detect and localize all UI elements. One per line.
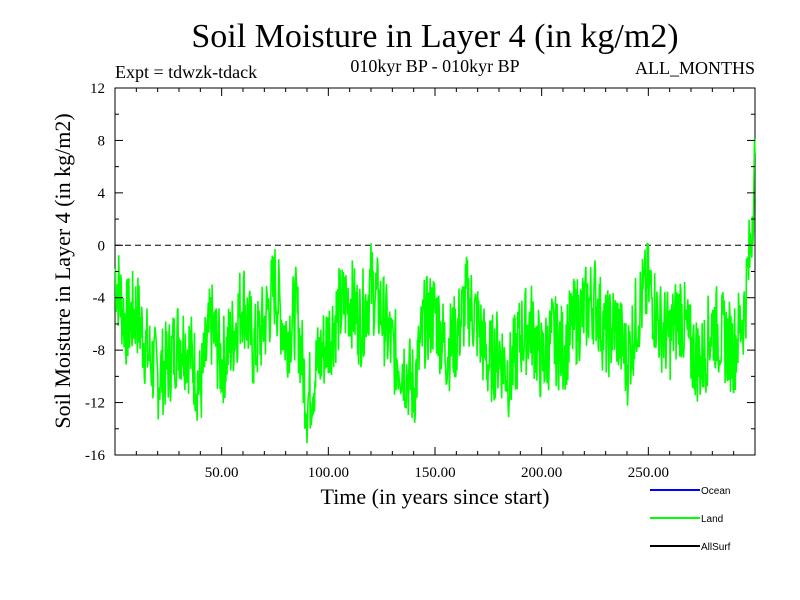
x-axis: 50.00 100.00 150.00 200.00 250.00 bbox=[135, 88, 735, 481]
x-tick-label: 150.00 bbox=[414, 465, 455, 481]
months-label: ALL_MONTHS bbox=[635, 58, 755, 78]
x-axis-label: Time (in years since start) bbox=[321, 484, 550, 509]
y-tick-label: -12 bbox=[85, 396, 105, 412]
x-tick-label: 250.00 bbox=[628, 465, 669, 481]
y-tick-label: 4 bbox=[98, 186, 106, 202]
plot-area bbox=[114, 87, 756, 456]
legend-label-allsurf: AllSurf bbox=[701, 542, 731, 553]
y-tick-label: 8 bbox=[98, 133, 106, 149]
legend-label-land: Land bbox=[701, 514, 723, 525]
chart-title: Soil Moisture in Layer 4 (in kg/m2) bbox=[191, 18, 678, 55]
legend: Ocean Land AllSurf bbox=[650, 486, 731, 553]
x-tick-label: 50.00 bbox=[205, 465, 239, 481]
x-tick-label: 100.00 bbox=[308, 465, 349, 481]
y-tick-label: -16 bbox=[85, 448, 105, 464]
y-tick-label: -8 bbox=[93, 343, 106, 359]
y-tick-label: 12 bbox=[90, 81, 105, 97]
y-tick-label: -4 bbox=[93, 291, 106, 307]
y-tick-label: 0 bbox=[98, 238, 106, 254]
period-label: 010kyr BP - 010kyr BP bbox=[350, 56, 519, 76]
legend-label-ocean: Ocean bbox=[701, 486, 730, 497]
x-tick-label: 200.00 bbox=[521, 465, 562, 481]
series-layer bbox=[114, 138, 756, 444]
series-line-land bbox=[114, 138, 756, 444]
experiment-label: Expt = tdwzk-tdack bbox=[115, 62, 257, 82]
y-axis: -16 -12 -8 -4 0 4 8 12 bbox=[85, 81, 755, 464]
plot-frame bbox=[114, 87, 756, 456]
y-axis-label: Soil Moisture in Layer 4 (in kg/m2) bbox=[50, 113, 75, 428]
